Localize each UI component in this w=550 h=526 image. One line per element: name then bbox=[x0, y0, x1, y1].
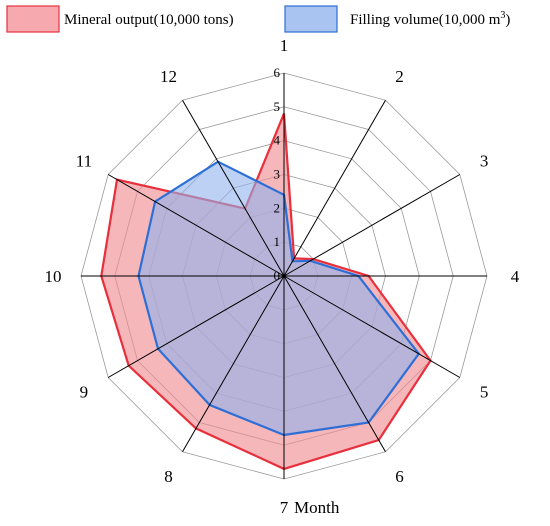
category-label-11: 11 bbox=[76, 152, 92, 171]
spoke-8 bbox=[182, 275, 285, 453]
spoke-2 bbox=[283, 99, 386, 277]
radial-tick-1: 1 bbox=[274, 234, 281, 249]
spoke-5 bbox=[283, 275, 461, 378]
legend-swatch-mineral-output bbox=[6, 5, 60, 33]
category-label-1: 1 bbox=[280, 36, 289, 55]
radial-tick-labels: 0 1 2 3 4 5 6 bbox=[274, 65, 281, 283]
spoke-9 bbox=[107, 275, 285, 378]
category-label-6: 6 bbox=[395, 467, 404, 486]
category-label-3: 3 bbox=[480, 152, 489, 171]
category-label-2: 2 bbox=[395, 67, 404, 86]
legend-label-mineral-output: Mineral output(10,000 tons) bbox=[64, 12, 234, 28]
radial-tick-4: 4 bbox=[274, 133, 281, 148]
category-label-5: 5 bbox=[480, 383, 489, 402]
radial-tick-0: 0 bbox=[274, 268, 281, 283]
spoke-12 bbox=[182, 99, 285, 277]
category-label-8: 8 bbox=[164, 467, 173, 486]
radial-tick-5: 5 bbox=[274, 99, 281, 114]
legend-swatch-filling-volume bbox=[284, 5, 338, 33]
radar-series bbox=[100, 113, 432, 471]
category-label-4: 4 bbox=[511, 267, 520, 286]
category-label-10: 10 bbox=[45, 267, 62, 286]
category-label-12: 12 bbox=[160, 67, 177, 86]
legend-label-filling-volume: Filling volume(10,000 m3) bbox=[350, 10, 510, 28]
spoke-3 bbox=[283, 174, 461, 277]
spoke-11 bbox=[107, 174, 285, 277]
spoke-6 bbox=[283, 275, 386, 453]
category-label-7: 7 bbox=[280, 498, 289, 517]
axis-month-label: Month bbox=[294, 498, 340, 517]
category-label-9: 9 bbox=[80, 383, 89, 402]
radial-tick-2: 2 bbox=[274, 200, 281, 215]
radar-spokes bbox=[81, 73, 487, 479]
legend-label-filling-volume-main: Filling volume(10,000 m bbox=[350, 12, 501, 28]
legend-label-filling-volume-tail: ) bbox=[505, 12, 510, 28]
radial-tick-3: 3 bbox=[274, 167, 281, 182]
legend: Mineral output(10,000 tons) Filling volu… bbox=[6, 5, 510, 33]
radial-tick-6: 6 bbox=[274, 65, 281, 80]
legend-label-filling-volume-sup: 3 bbox=[500, 10, 505, 21]
